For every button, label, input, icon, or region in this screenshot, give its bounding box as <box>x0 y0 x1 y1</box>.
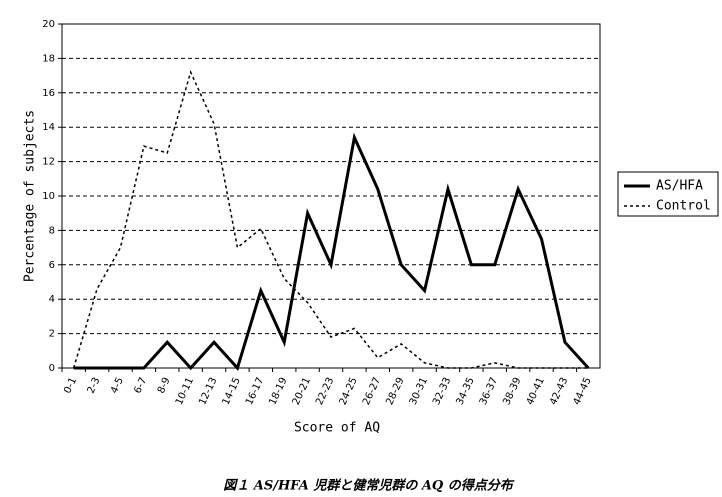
x-axis-label: Score of AQ <box>294 421 380 436</box>
y-tick-label: 4 <box>49 294 55 305</box>
plot-border <box>61 23 601 369</box>
x-tick-label: 8-9 <box>156 376 173 395</box>
x-tick-label: 22-23 <box>314 376 336 407</box>
legend-label: AS/HFA <box>656 179 703 194</box>
x-tick-label: 44-45 <box>571 376 593 407</box>
x-tick-label: 0-1 <box>62 376 79 395</box>
y-tick-label: 6 <box>49 260 55 271</box>
legend-label: Control <box>656 199 711 214</box>
x-tick-label: 10-11 <box>174 376 196 407</box>
x-tick-label: 2-3 <box>86 376 103 395</box>
x-tick-label: 6-7 <box>132 376 149 395</box>
x-tick-label: 38-39 <box>501 376 523 407</box>
x-tick-label: 12-13 <box>197 376 219 407</box>
y-tick-label: 16 <box>42 88 55 99</box>
x-tick-label: 16-17 <box>244 376 266 407</box>
x-tick-label: 4-5 <box>109 376 126 395</box>
x-tick-label: 28-29 <box>384 376 406 407</box>
x-tick-label: 20-21 <box>291 376 313 407</box>
x-tick-label: 24-25 <box>338 376 360 407</box>
y-tick-label: 14 <box>42 122 55 133</box>
y-tick-label: 0 <box>49 363 55 374</box>
y-axis-label: Percentage of subjects <box>23 110 38 282</box>
x-tick-label: 34-35 <box>455 376 477 407</box>
x-tick-label: 40-41 <box>525 376 547 407</box>
y-tick-label: 12 <box>42 157 55 168</box>
y-tick-label: 10 <box>42 191 55 202</box>
x-tick-label: 26-27 <box>361 376 383 407</box>
y-tick-label: 20 <box>42 19 55 30</box>
series-line <box>72 69 589 369</box>
y-tick-label: 8 <box>49 225 55 236</box>
y-tick-label: 2 <box>49 329 55 340</box>
x-tick-label: 30-31 <box>408 376 430 407</box>
x-tick-label: 32-33 <box>431 376 453 407</box>
x-tick-label: 36-37 <box>478 376 500 407</box>
x-tick-label: 14-15 <box>221 376 243 407</box>
legend-box <box>617 171 719 217</box>
y-tick-label: 18 <box>42 53 55 64</box>
x-tick-label: 18-19 <box>267 376 289 407</box>
caption: 図１ AS/HFA 児群と健常児群の AQ の得点分布 <box>223 478 515 494</box>
series-line <box>73 132 590 371</box>
x-tick-label: 42-43 <box>548 376 570 407</box>
